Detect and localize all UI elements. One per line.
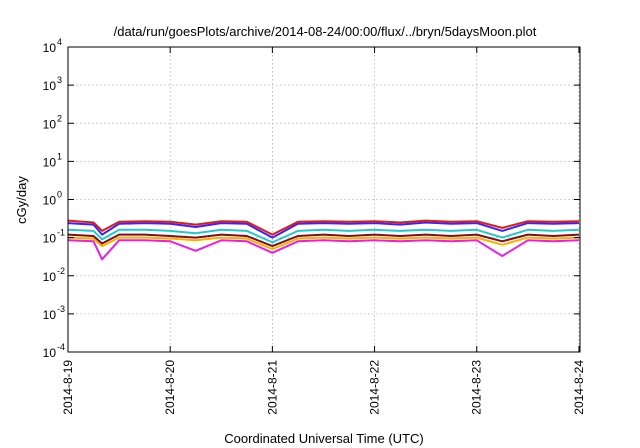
x-axis: 2014-8-19 2014-8-20 2014-8-21 2014-8-22 2014… (61, 47, 586, 415)
grid (68, 47, 580, 352)
series-group (67, 219, 579, 261)
x-tick-label: 2014-8-19 (61, 360, 75, 415)
y-tick-exponent: 4 (57, 37, 62, 47)
y-tick-exponent: 2 (57, 113, 62, 123)
y-tick-label: 10 (43, 346, 57, 360)
series-line (67, 236, 579, 251)
y-tick-exponent: -2 (57, 266, 65, 276)
y-tick-label: 10 (43, 270, 57, 284)
y-tick-label: 10 (43, 308, 57, 322)
series-line (67, 219, 579, 236)
y-tick-label: 10 (43, 79, 57, 93)
series-line (67, 221, 579, 239)
x-tick-label: 2014-8-22 (368, 360, 382, 415)
y-tick-exponent: -4 (57, 342, 65, 352)
y-axis-label: cGy/day (14, 176, 29, 224)
x-tick-label: 2014-8-23 (470, 360, 484, 415)
x-axis-label: Coordinated Universal Time (UTC) (224, 431, 423, 446)
series-line (67, 239, 579, 261)
y-tick-exponent: 1 (57, 151, 62, 161)
y-tick-label: 10 (43, 232, 57, 246)
y-tick-exponent: -1 (57, 228, 65, 238)
y-tick-exponent: 3 (57, 75, 62, 85)
chart-title: /data/run/goesPlots/archive/2014-08-24/0… (114, 24, 537, 39)
series-line (67, 228, 579, 244)
x-tick-label: 2014-8-20 (163, 360, 177, 415)
y-tick-exponent: 0 (57, 190, 62, 200)
series-line (67, 233, 579, 248)
y-tick-label: 10 (43, 117, 57, 131)
y-tick-label: 10 (43, 155, 57, 169)
x-tick-label: 2014-8-24 (572, 360, 586, 415)
y-tick-label: 10 (43, 41, 57, 55)
y-tick-label: 10 (43, 194, 57, 208)
x-tick-label: 2014-8-21 (265, 360, 279, 415)
y-tick-exponent: -3 (57, 304, 65, 314)
